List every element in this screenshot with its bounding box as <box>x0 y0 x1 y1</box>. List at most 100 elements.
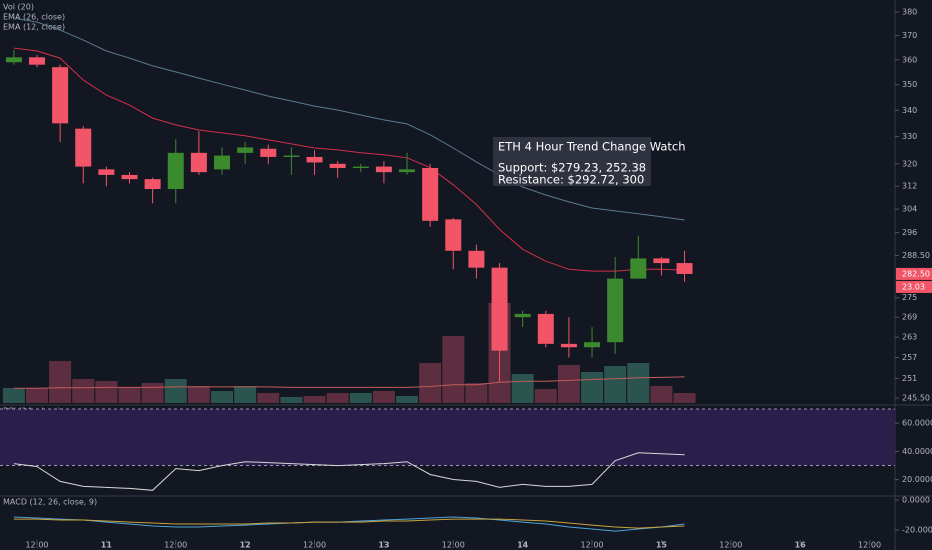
volume-bar <box>72 378 95 403</box>
volume-bar <box>349 393 372 403</box>
volume-bar <box>557 365 580 403</box>
y-tick-label: -20.0000 <box>902 526 932 535</box>
x-tick-label: 12:00 <box>719 541 742 550</box>
y-tick-label: 251 <box>902 374 917 383</box>
candle-body <box>190 152 207 173</box>
y-tick-label: 245.50 <box>902 393 930 402</box>
y-tick-label: 340 <box>902 106 917 115</box>
candle-body <box>630 258 647 279</box>
volume-bar <box>141 382 164 403</box>
candle-body <box>514 313 531 318</box>
candle-body <box>422 167 439 221</box>
volume-bar <box>234 386 257 403</box>
y-tick-label: 380 <box>902 8 917 17</box>
volume-bar <box>673 392 696 403</box>
x-tick-label: 12 <box>240 541 251 550</box>
annotation-line: Resistance: $292.72, 300 <box>498 173 644 187</box>
volume-bar <box>187 386 210 403</box>
candle-body <box>52 67 69 124</box>
volume-bar <box>511 373 534 403</box>
ema-line <box>13 47 685 272</box>
candle-body <box>144 179 161 190</box>
annotation-line: Support: $279.23, 252.38 <box>498 161 646 175</box>
volume-bar <box>303 396 326 403</box>
x-tick-label: 12:00 <box>858 541 881 550</box>
volume-bar <box>627 363 650 403</box>
y-tick-label: 360 <box>902 55 917 64</box>
macd-line <box>13 516 685 532</box>
macd-line <box>13 518 685 529</box>
macd-title: MACD (12, 26, close, 9) <box>3 498 97 507</box>
ema-line <box>13 17 685 221</box>
candle-body <box>237 147 254 153</box>
volume-bar <box>534 389 557 403</box>
y-tick-label: 304 <box>902 205 917 214</box>
last-volume-badge <box>896 280 932 293</box>
candle-body <box>607 278 624 343</box>
y-tick-label: 370 <box>902 31 917 40</box>
x-tick-label: 16 <box>795 541 807 550</box>
candle-body <box>306 156 323 163</box>
legend-entry: EMA (26, close) <box>3 13 65 22</box>
y-tick-label: 269 <box>902 313 917 322</box>
y-tick-label: 320 <box>902 159 917 168</box>
volume-bar <box>372 391 395 403</box>
annotation-box <box>493 137 651 186</box>
candle-body <box>560 343 577 348</box>
volume-bar <box>442 335 465 403</box>
volume-bar <box>604 366 627 403</box>
candle-body <box>260 148 277 157</box>
candle-body <box>537 313 554 344</box>
volume-bar <box>49 361 72 403</box>
candle-body <box>283 155 300 157</box>
volume-bar <box>280 397 303 403</box>
last-volume-label: 23.03 <box>902 282 925 291</box>
y-tick-label: 330 <box>902 132 917 141</box>
y-tick-label: 312 <box>902 182 917 191</box>
legend-entry: EMA (12, close) <box>3 23 65 32</box>
volume-bar <box>419 363 442 403</box>
candle-body <box>75 128 92 167</box>
volume-bar <box>650 386 673 403</box>
candle-body <box>29 57 46 65</box>
y-tick-label: 350 <box>902 80 917 89</box>
x-tick-label: 12:00 <box>164 541 187 550</box>
candle-body <box>653 258 670 264</box>
x-tick-label: 12:00 <box>25 541 48 550</box>
volume-bar <box>326 393 349 403</box>
volume-bar <box>465 382 488 403</box>
y-tick-label: 257 <box>902 353 917 362</box>
rsi-line <box>13 452 685 491</box>
y-tick-label: 263 <box>902 333 917 342</box>
volume-bar <box>118 387 141 403</box>
x-tick-label: 12:00 <box>303 541 326 550</box>
candle-body <box>375 166 392 173</box>
x-tick-label: 15 <box>656 541 668 550</box>
candle-body <box>121 174 138 180</box>
volume-bar <box>211 391 234 403</box>
volume-bar <box>164 378 187 403</box>
last-price-label: 282.50 <box>902 269 930 278</box>
rsi-band <box>0 408 895 466</box>
candle-body <box>98 169 115 175</box>
last-price-badge <box>896 267 932 280</box>
x-tick-label: 11 <box>101 541 113 550</box>
candle-body <box>491 267 508 351</box>
candle-body <box>214 155 231 170</box>
candle-body <box>584 342 601 348</box>
x-tick-label: 12:00 <box>581 541 604 550</box>
candle-body <box>676 263 693 274</box>
candle-body <box>5 57 22 63</box>
y-tick-label: 60.0000 <box>902 419 932 428</box>
y-tick-label: 40.0000 <box>902 447 932 456</box>
candle-body <box>167 152 184 190</box>
volume-bar <box>95 380 118 403</box>
annotation-title: ETH 4 Hour Trend Change Watch <box>498 140 686 154</box>
volume-bar <box>2 388 25 403</box>
y-tick-label: 288.50 <box>902 251 930 260</box>
candle-body <box>445 219 462 251</box>
x-tick-label: 13 <box>378 541 389 550</box>
